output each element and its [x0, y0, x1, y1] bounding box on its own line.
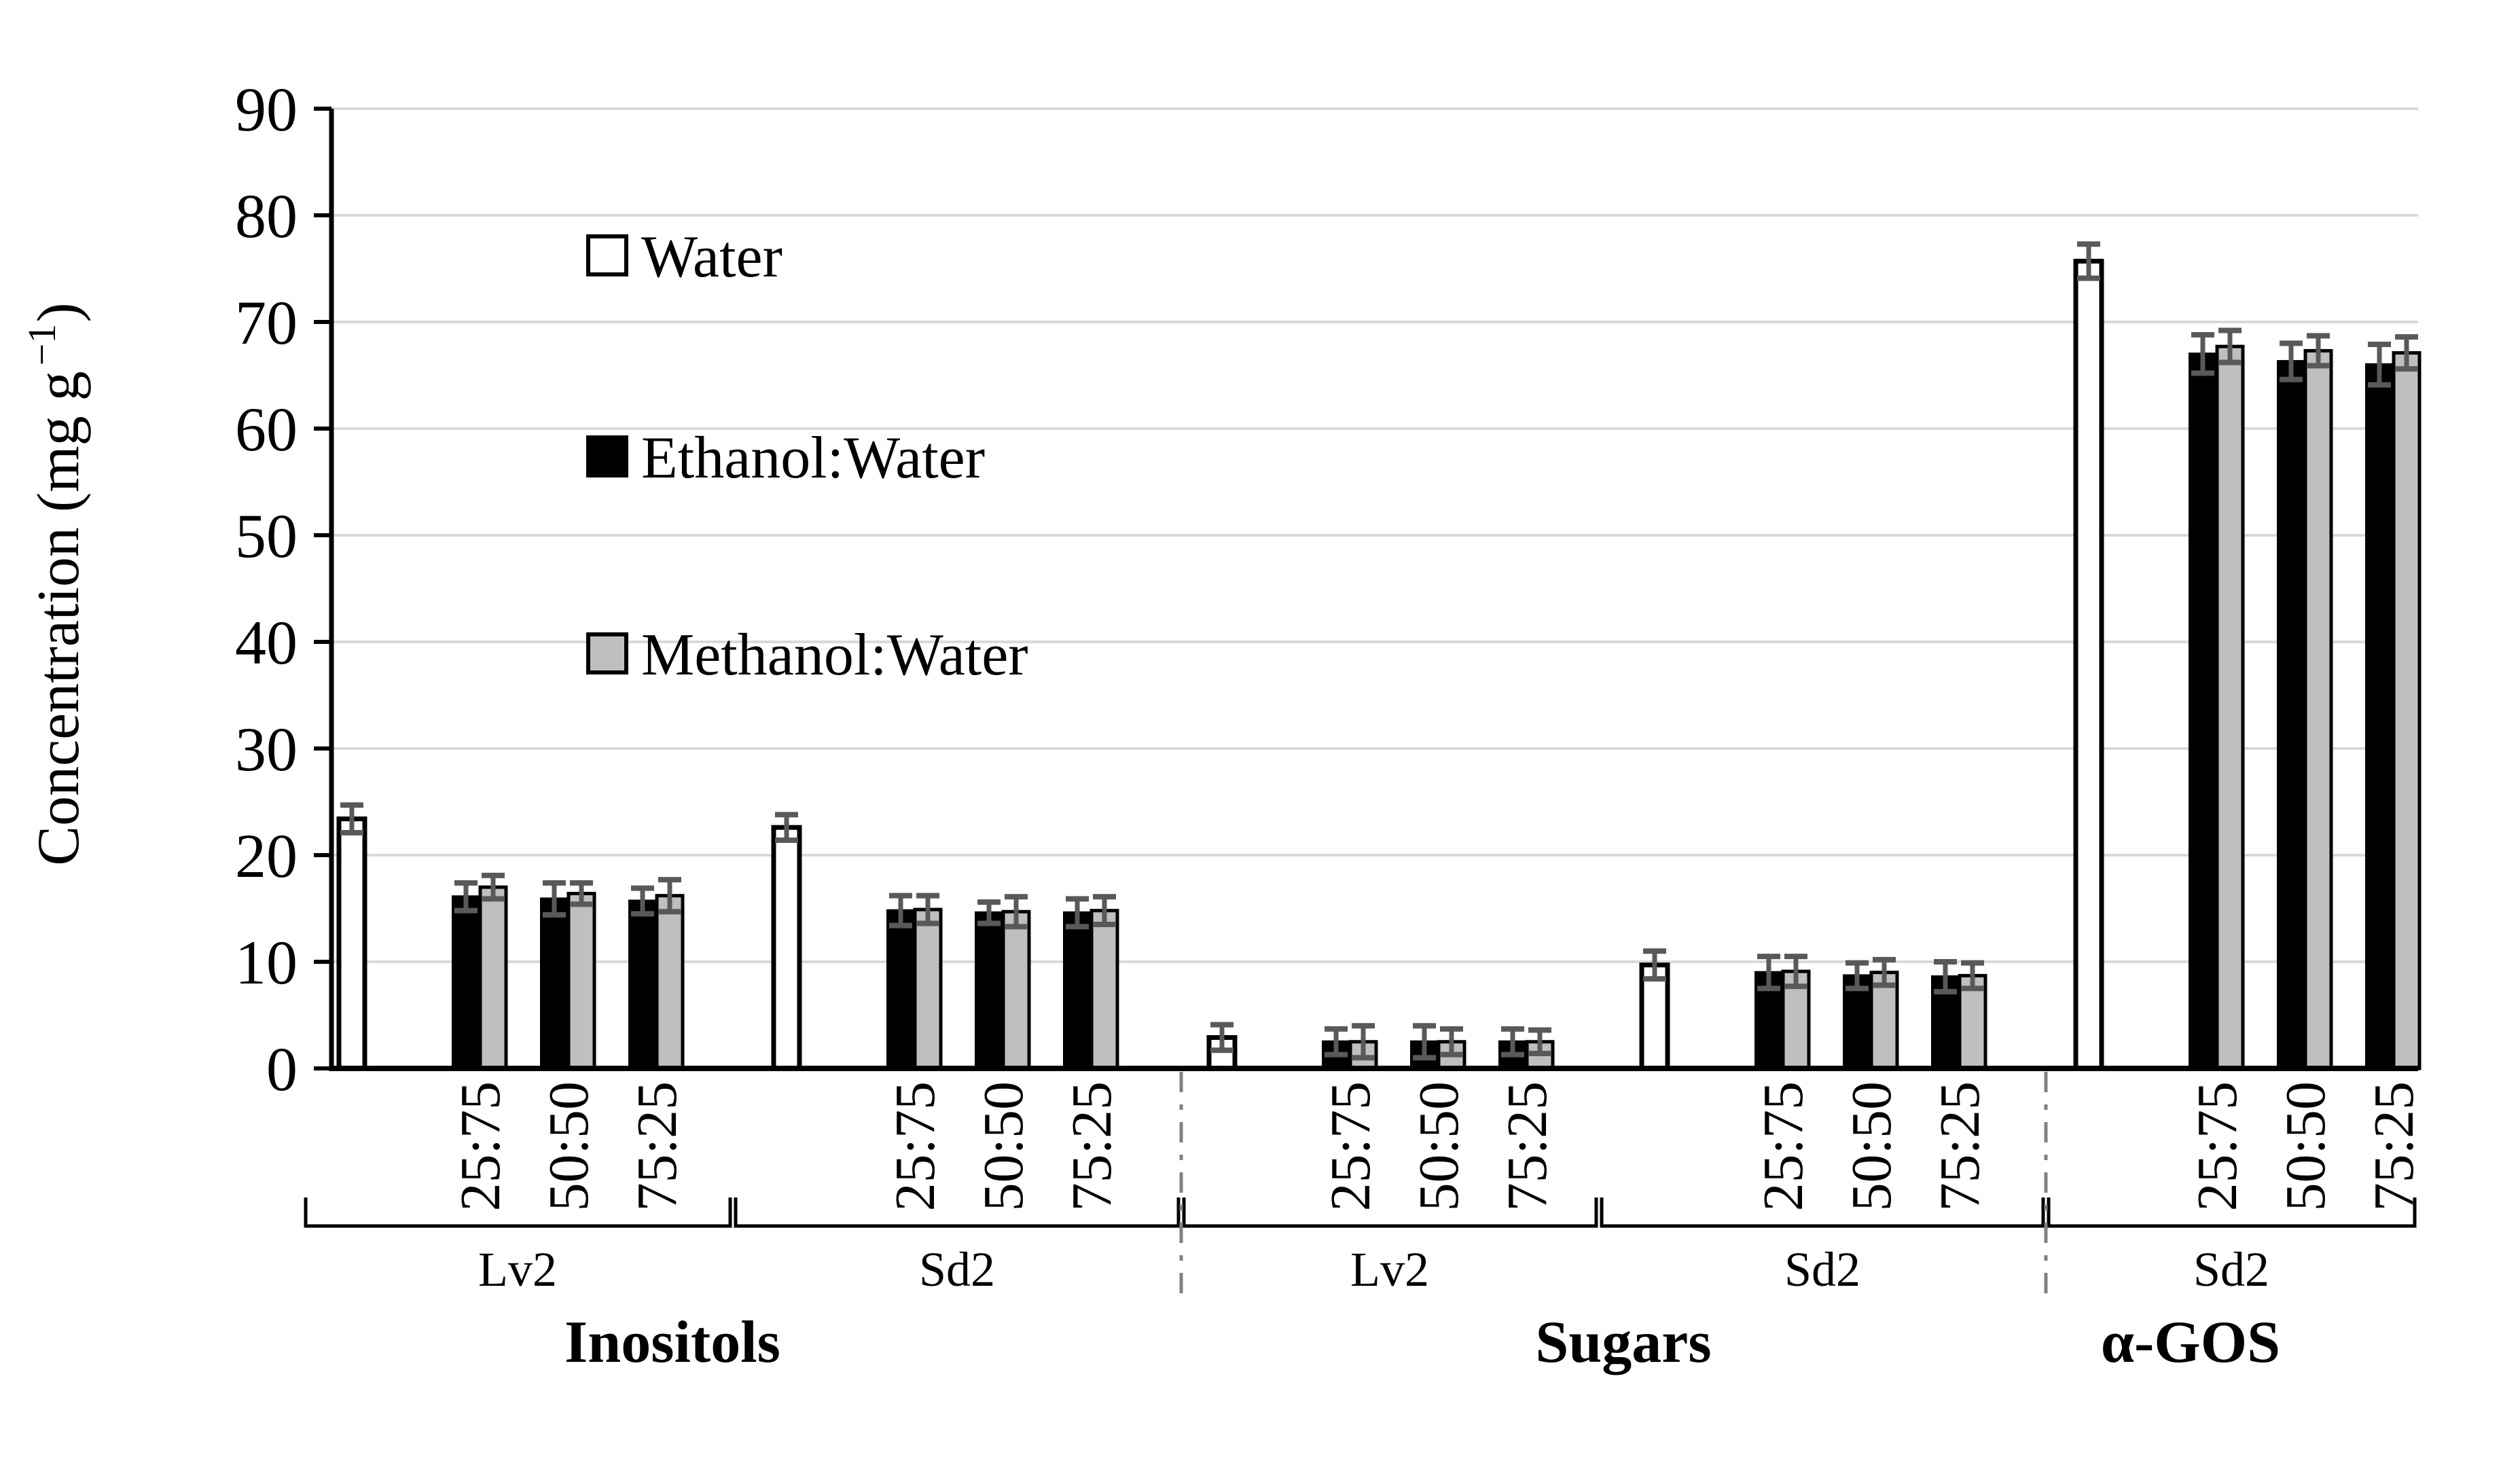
bar-ethanol-water	[2189, 353, 2217, 1070]
bar-methanol-water	[1090, 909, 1119, 1070]
y-axis-title: Concentration (mg g −1)	[20, 302, 92, 865]
bar-methanol-water	[1001, 909, 1031, 1070]
tissue-label: Sd2	[1784, 1242, 1860, 1297]
y-axis-title-close: )	[26, 302, 92, 322]
y-tick-label: 30	[235, 715, 298, 784]
y-tick-label: 80	[235, 181, 298, 251]
x-tick-label-ratio: 75:25	[626, 1081, 689, 1211]
y-tick-label: 40	[235, 608, 298, 677]
bar-methanol-water	[478, 885, 508, 1070]
y-tick-label: 60	[235, 395, 298, 464]
tissue-label: Sd2	[2193, 1242, 2269, 1297]
bar-ethanol-water	[886, 909, 915, 1070]
tissue-label: Sd2	[919, 1242, 995, 1297]
y-axis-title-superscript: −1	[20, 324, 64, 366]
category-bracket	[304, 1197, 732, 1228]
y-tick-label: 50	[235, 501, 298, 571]
x-tick-label-ratio: 75:25	[1928, 1081, 1992, 1211]
bar-ethanol-water	[975, 911, 1003, 1070]
y-tick-label: 0	[266, 1034, 298, 1104]
category-bracket	[2047, 1197, 2417, 1228]
bar-ethanol-water	[2365, 363, 2394, 1070]
x-tick-label-ratio: 50:50	[1840, 1081, 1903, 1211]
bar-methanol-water	[2392, 351, 2422, 1070]
legend-swatch-methanol-water	[586, 632, 628, 674]
x-tick-label-ratio: 25:75	[2186, 1081, 2249, 1211]
bar-methanol-water	[2303, 348, 2333, 1070]
category-bracket	[1182, 1197, 1598, 1228]
analyte-group-label: α-GOS	[2101, 1310, 2280, 1375]
x-tick-label-ratio: 50:50	[2274, 1081, 2337, 1211]
analyte-group-label: Inositols	[564, 1310, 780, 1375]
legend-label: Water	[641, 224, 782, 290]
bar-methanol-water	[913, 907, 943, 1070]
analyte-group-label: Sugars	[1535, 1310, 1711, 1375]
bar-methanol-water	[655, 894, 685, 1070]
x-tick-label-ratio: 75:25	[1060, 1081, 1123, 1211]
x-tick-label-ratio: 50:50	[972, 1081, 1035, 1211]
legend-swatch-water	[586, 234, 628, 276]
bar-methanol-water	[1869, 971, 1899, 1070]
bar-water	[771, 825, 802, 1071]
bar-methanol-water	[566, 892, 596, 1070]
category-bracket	[1600, 1197, 2045, 1228]
x-tick-label-ratio: 25:75	[1319, 1081, 1382, 1211]
bar-ethanol-water	[452, 895, 480, 1070]
x-tick-label-ratio: 50:50	[537, 1081, 600, 1211]
y-tick-label: 70	[235, 288, 298, 357]
tissue-label: Lv2	[478, 1242, 557, 1297]
category-bracket	[734, 1197, 1181, 1228]
bar-ethanol-water	[2277, 360, 2305, 1070]
bar-water	[2073, 259, 2104, 1071]
x-tick-label-ratio: 75:25	[1496, 1081, 1559, 1211]
x-tick-label-ratio: 25:75	[884, 1081, 947, 1211]
bar-ethanol-water	[1063, 911, 1092, 1070]
tissue-label: Lv2	[1350, 1242, 1429, 1297]
legend-label: Methanol:Water	[641, 622, 1028, 688]
x-tick-label-ratio: 50:50	[1407, 1081, 1471, 1211]
y-tick-label: 90	[235, 75, 298, 144]
legend-swatch-ethanol-water	[586, 435, 628, 477]
legend-label: Ethanol:Water	[641, 425, 985, 491]
y-tick-label: 20	[235, 821, 298, 890]
y-tick-label: 10	[235, 928, 298, 997]
x-tick-label-ratio: 25:75	[1752, 1081, 1815, 1211]
x-tick-label-ratio: 75:25	[2362, 1081, 2426, 1211]
bar-water	[336, 816, 367, 1071]
x-tick-label-ratio: 25:75	[449, 1081, 512, 1211]
bar-ethanol-water	[628, 899, 657, 1070]
bar-ethanol-water	[540, 897, 569, 1070]
y-axis-title-base: Concentration (mg g	[26, 371, 92, 865]
bar-methanol-water	[2215, 344, 2245, 1070]
